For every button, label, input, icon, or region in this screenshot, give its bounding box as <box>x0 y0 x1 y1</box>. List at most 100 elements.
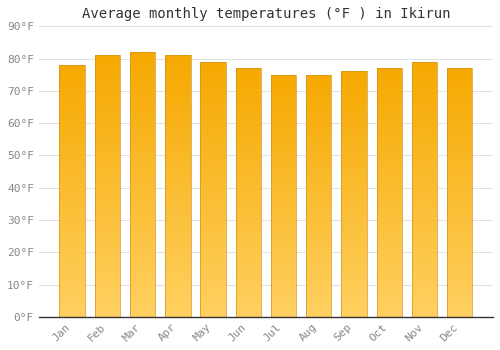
Bar <box>306 131 332 132</box>
Bar <box>94 180 120 181</box>
Bar <box>130 276 156 277</box>
Bar <box>376 258 402 260</box>
Bar <box>130 296 156 297</box>
Bar <box>271 163 296 164</box>
Bar <box>60 281 85 283</box>
Bar <box>94 219 120 220</box>
Bar <box>342 236 366 237</box>
Bar <box>447 278 472 280</box>
Bar <box>376 76 402 77</box>
Bar <box>60 131 85 132</box>
Bar <box>130 159 156 161</box>
Bar <box>200 258 226 259</box>
Bar <box>236 251 261 252</box>
Bar <box>94 270 120 271</box>
Bar <box>271 249 296 250</box>
Bar <box>376 164 402 165</box>
Bar <box>236 299 261 301</box>
Bar <box>94 203 120 204</box>
Bar <box>165 190 190 191</box>
Bar <box>200 277 226 279</box>
Bar <box>165 263 190 265</box>
Bar <box>60 175 85 176</box>
Bar <box>236 248 261 250</box>
Bar <box>165 245 190 246</box>
Bar <box>94 201 120 202</box>
Bar <box>412 205 437 206</box>
Bar <box>130 225 156 227</box>
Bar <box>130 176 156 178</box>
Bar <box>236 173 261 174</box>
Bar <box>200 165 226 166</box>
Bar <box>130 300 156 301</box>
Bar <box>60 79 85 80</box>
Bar <box>342 145 366 146</box>
Bar <box>271 237 296 238</box>
Bar <box>271 272 296 273</box>
Bar <box>130 259 156 260</box>
Bar <box>165 220 190 221</box>
Bar <box>412 86 437 87</box>
Bar <box>94 72 120 74</box>
Bar <box>236 314 261 316</box>
Bar <box>412 226 437 228</box>
Bar <box>342 74 366 75</box>
Bar <box>200 239 226 240</box>
Bar <box>236 216 261 217</box>
Bar <box>306 157 332 158</box>
Bar <box>60 138 85 139</box>
Bar <box>306 220 332 221</box>
Bar <box>412 168 437 169</box>
Bar <box>342 146 366 147</box>
Bar <box>236 184 261 185</box>
Bar <box>342 261 366 263</box>
Bar <box>342 130 366 132</box>
Bar <box>60 91 85 93</box>
Bar <box>165 144 190 146</box>
Bar <box>376 72 402 73</box>
Bar <box>447 117 472 118</box>
Bar <box>130 130 156 132</box>
Bar <box>236 68 261 70</box>
Bar <box>447 215 472 216</box>
Bar <box>376 102 402 103</box>
Bar <box>200 296 226 298</box>
Bar <box>130 233 156 235</box>
Bar <box>342 256 366 257</box>
Bar <box>306 232 332 233</box>
Bar <box>412 108 437 109</box>
Bar <box>412 252 437 253</box>
Bar <box>271 180 296 181</box>
Bar <box>130 277 156 278</box>
Bar <box>447 181 472 183</box>
Bar <box>200 114 226 116</box>
Bar <box>165 92 190 93</box>
Bar <box>447 224 472 225</box>
Bar <box>236 131 261 132</box>
Bar <box>94 151 120 152</box>
Bar <box>94 283 120 284</box>
Bar <box>200 109 226 110</box>
Bar <box>94 253 120 254</box>
Bar <box>236 208 261 209</box>
Bar <box>200 67 226 68</box>
Bar <box>200 300 226 301</box>
Bar <box>94 289 120 290</box>
Bar <box>447 268 472 270</box>
Bar <box>342 166 366 167</box>
Bar <box>130 310 156 312</box>
Bar <box>60 78 85 79</box>
Bar <box>200 226 226 228</box>
Bar <box>306 82 332 83</box>
Bar <box>60 280 85 281</box>
Bar <box>412 119 437 120</box>
Bar <box>412 267 437 268</box>
Bar <box>130 54 156 55</box>
Bar <box>130 251 156 252</box>
Bar <box>130 61 156 63</box>
Bar <box>200 203 226 205</box>
Bar <box>94 216 120 217</box>
Bar <box>342 133 366 134</box>
Bar <box>60 149 85 150</box>
Bar <box>236 179 261 180</box>
